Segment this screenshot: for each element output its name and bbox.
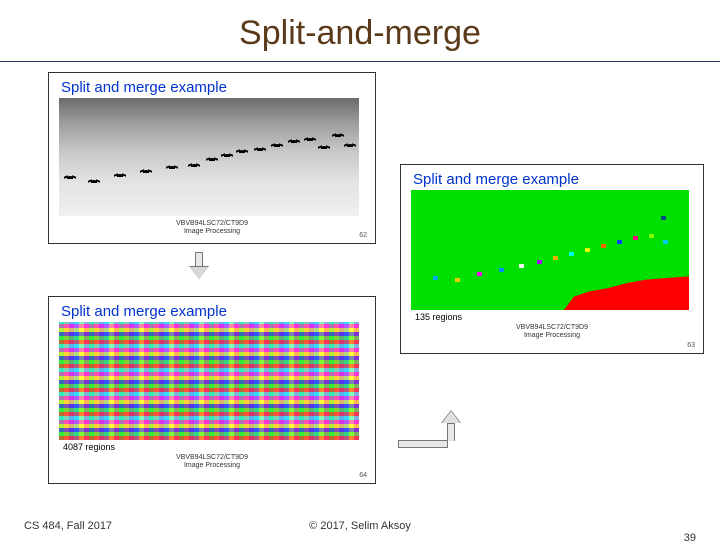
segmented-bird — [477, 272, 482, 276]
bird-icon — [169, 166, 175, 169]
bird-icon — [191, 164, 197, 167]
panel-a-caption-2: Image Processing — [184, 228, 240, 235]
segmented-bird — [537, 260, 542, 264]
panel-c-caption-1: VBVB94LSC72/CT9D9 — [516, 324, 588, 331]
panel-b-title: Split and merge example — [49, 297, 375, 322]
segmented-bird — [663, 240, 668, 244]
panel-c-caption-2: Image Processing — [524, 332, 580, 339]
bird-icon — [67, 176, 73, 179]
segmented-bird — [433, 276, 438, 280]
panel-b-pagenum: 64 — [359, 472, 367, 479]
bird-icon — [91, 180, 97, 183]
arrow-down-icon — [190, 252, 208, 280]
segmented-bird — [519, 264, 524, 268]
bird-icon — [274, 144, 280, 147]
bird-icon — [335, 134, 341, 137]
panel-merged-result: Split and merge example 135 regions VBVB… — [400, 164, 704, 354]
panel-a-caption-1: VBVB94LSC72/CT9D9 — [176, 220, 248, 227]
segmented-bird — [661, 216, 666, 220]
panel-b-caption: VBVB94LSC72/CT9D9 Image Processing — [49, 452, 375, 475]
title-underline — [0, 61, 720, 62]
panel-c-regions: 135 regions — [401, 312, 703, 322]
segmented-bird — [617, 240, 622, 244]
segmented-bird — [569, 252, 574, 256]
panel-c-title: Split and merge example — [401, 165, 703, 190]
segmented-bird — [455, 278, 460, 282]
bird-icon — [307, 138, 313, 141]
bird-icon — [239, 150, 245, 153]
panel-a-pagenum: 62 — [359, 232, 367, 239]
panel-a-title: Split and merge example — [49, 73, 375, 98]
panel-b-regions: 4087 regions — [49, 442, 375, 452]
segmented-bird — [499, 268, 504, 272]
grayscale-sky — [59, 98, 359, 216]
panel-oversegmented: Split and merge example 4087 regions VBV… — [48, 296, 376, 484]
bird-icon — [291, 140, 297, 143]
panel-a-image — [59, 98, 359, 216]
bird-icon — [224, 154, 230, 157]
panel-c-image — [411, 190, 689, 310]
slide-title: Split-and-merge — [0, 0, 720, 61]
footer-course: CS 484, Fall 2017 — [24, 520, 112, 532]
segmented-bird — [649, 234, 654, 238]
segmented-bird — [633, 236, 638, 240]
noise-segmentation — [59, 322, 359, 440]
panel-original-image: Split and merge example VBVB94LSC72/CT9D… — [48, 72, 376, 244]
footer-slide-number: 39 — [684, 532, 696, 544]
bird-icon — [257, 148, 263, 151]
bird-icon — [347, 144, 353, 147]
red-region — [564, 276, 689, 310]
segmented-bird — [553, 256, 558, 260]
panel-c-caption: VBVB94LSC72/CT9D9 Image Processing — [401, 322, 703, 345]
footer: CS 484, Fall 2017 © 2017, Selim Aksoy 39 — [0, 520, 720, 532]
panel-a-caption: VBVB94LSC72/CT9D9 Image Processing — [49, 218, 375, 241]
bird-icon — [117, 174, 123, 177]
segmented-bird — [585, 248, 590, 252]
bird-icon — [321, 146, 327, 149]
segmented-bird — [601, 244, 606, 248]
bird-icon — [143, 170, 149, 173]
panel-b-caption-1: VBVB94LSC72/CT9D9 — [176, 454, 248, 461]
content-area: Split and merge example VBVB94LSC72/CT9D… — [0, 68, 720, 488]
panel-c-pagenum: 63 — [687, 342, 695, 349]
bird-icon — [209, 158, 215, 161]
panel-b-image — [59, 322, 359, 440]
panel-b-caption-2: Image Processing — [184, 462, 240, 469]
green-segmentation — [411, 190, 689, 310]
